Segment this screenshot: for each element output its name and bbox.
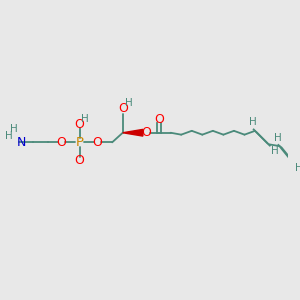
Text: H: H [124,98,132,108]
Text: N: N [16,136,26,149]
Text: H: H [271,146,279,156]
Text: H: H [249,117,257,127]
Text: O: O [154,113,164,126]
Text: P: P [76,136,84,149]
Text: H: H [5,130,13,141]
Text: O: O [75,154,85,167]
Text: O: O [118,102,128,115]
Text: H: H [82,114,89,124]
Polygon shape [123,129,143,136]
Text: H: H [295,163,300,173]
Text: O: O [75,118,85,130]
Text: H: H [274,133,282,142]
Text: O: O [141,126,151,139]
Text: O: O [56,136,66,149]
Text: H: H [10,124,17,134]
Text: O: O [92,136,102,149]
